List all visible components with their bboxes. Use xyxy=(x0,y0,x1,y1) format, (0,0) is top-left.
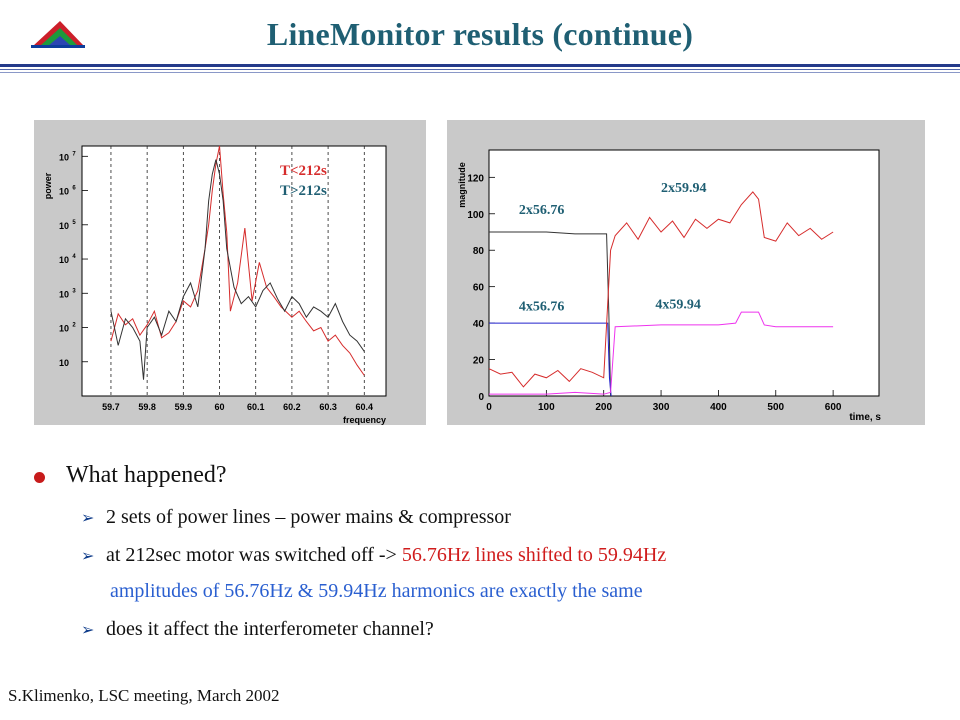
magnitude-chart-panel: 0 100 200 300 400 500 600 0 20 40 60 80 100 120 2x59.9… xyxy=(447,120,925,425)
x-tick-label: 59.8 xyxy=(138,402,156,412)
footer-credit: S.Klimenko, LSC meeting, March 2002 xyxy=(8,686,280,705)
y-tick-label: 60 xyxy=(473,283,485,294)
y-tick-label: 10 xyxy=(59,289,69,299)
y-tick-label: 10 xyxy=(59,324,69,334)
y-tick-label: 20 xyxy=(473,356,485,367)
spectrum-chart-panel: 59.7 59.8 59.9 60 60.1 60.2 60.3 60.4 10 7 10 6 10 5 1… xyxy=(34,120,426,425)
bullet-dot xyxy=(34,472,45,483)
title-rule-thin xyxy=(0,69,960,70)
x-tick-label: 300 xyxy=(653,402,670,413)
logo-triangle xyxy=(31,21,85,48)
arrow-bullet-icon: ➢ xyxy=(81,546,95,565)
x-tick-label: 400 xyxy=(710,402,727,413)
x-tick-label: 600 xyxy=(825,402,842,413)
series-annotation: 4x56.76 xyxy=(519,299,565,314)
page-title: LineMonitor results (continue) xyxy=(266,16,694,52)
y-tick-label: 120 xyxy=(467,173,484,184)
x-tick-label: 500 xyxy=(767,402,784,413)
y-tick-exponent: 6 xyxy=(72,186,76,192)
x-axis-label: time, s xyxy=(849,412,881,423)
y-tick-exponent: 2 xyxy=(72,323,76,329)
x-tick-label: 200 xyxy=(595,402,612,413)
series-line xyxy=(489,311,834,395)
sub-bullet-1: ➢ 2 sets of power lines – power mains & … xyxy=(81,506,511,529)
x-tick-label: 60.3 xyxy=(319,402,337,412)
y-axis-label: magnitude xyxy=(457,162,467,208)
spectrum-chart: 59.7 59.8 59.9 60 60.1 60.2 60.3 60.410 710 610 51… xyxy=(43,145,387,425)
series-line xyxy=(488,191,834,388)
legend-entry: T<212s xyxy=(280,163,327,179)
x-tick-label: 59.7 xyxy=(102,402,120,412)
legend-entry: T>212s xyxy=(280,183,327,199)
series-line xyxy=(110,145,365,376)
y-tick-label: 0 xyxy=(478,392,484,403)
series-annotation: 4x59.94 xyxy=(655,298,701,313)
y-axis-label: power xyxy=(43,172,53,199)
series-line xyxy=(489,231,612,397)
plot-area xyxy=(81,145,387,397)
x-tick-label: 100 xyxy=(538,402,555,413)
main-bullet-text: What happened? xyxy=(66,462,227,488)
y-tick-label: 100 xyxy=(467,210,484,221)
sub-bullet-1-text: 2 sets of power lines – power mains & co… xyxy=(106,506,511,528)
y-tick-exponent: 4 xyxy=(72,254,76,260)
y-tick-label: 10 xyxy=(59,255,69,265)
y-tick-exponent: 5 xyxy=(72,220,76,226)
y-tick-label: 10 xyxy=(59,152,69,162)
x-tick-label: 60.2 xyxy=(283,402,301,412)
y-tick-label: 10 xyxy=(59,187,69,197)
series-line xyxy=(489,322,612,397)
x-tick-label: 60 xyxy=(215,402,225,412)
sub-bullet-3-text: does it affect the interferometer channe… xyxy=(106,618,434,640)
sub-bullet-2-highlight: 56.76Hz lines shifted to 59.94Hz xyxy=(401,544,667,566)
sub-bullet-2-continuation: amplitudes of 56.76Hz & 59.94Hz harmonic… xyxy=(110,580,643,602)
sub-bullet-3: ➢ does it affect the interferometer chan… xyxy=(81,618,434,641)
magnitude-chart: 0 100 200 300 400 500 600 0 20 40 60 80 100 120 2x59.9… xyxy=(457,149,881,423)
arrow-bullet-icon: ➢ xyxy=(81,620,95,639)
x-tick-label: 0 xyxy=(486,402,492,413)
sub-bullet-2: ➢ at 212sec motor was switched off -> 56… xyxy=(81,544,666,567)
x-tick-label: 59.9 xyxy=(175,402,193,412)
arrow-bullet-icon: ➢ xyxy=(81,508,95,527)
x-tick-label: 60.4 xyxy=(356,402,374,412)
y-tick-exponent: 7 xyxy=(72,151,76,157)
title-rule xyxy=(0,64,960,67)
y-tick-label: 10 xyxy=(59,358,69,368)
title-rule-thin2 xyxy=(0,72,960,73)
series-line xyxy=(110,159,365,380)
x-axis-label: frequency xyxy=(343,415,386,425)
y-tick-label: 40 xyxy=(473,319,485,330)
series-annotation: 2x59.94 xyxy=(661,181,707,196)
x-tick-label: 60.1 xyxy=(247,402,265,412)
series-annotation: 2x56.76 xyxy=(519,203,565,218)
y-tick-label: 10 xyxy=(59,221,69,231)
y-tick-label: 80 xyxy=(473,246,485,257)
y-tick-exponent: 3 xyxy=(72,288,76,294)
sub-bullet-2-text: at 212sec motor was switched off -> xyxy=(106,544,402,566)
plot-area xyxy=(488,149,880,397)
